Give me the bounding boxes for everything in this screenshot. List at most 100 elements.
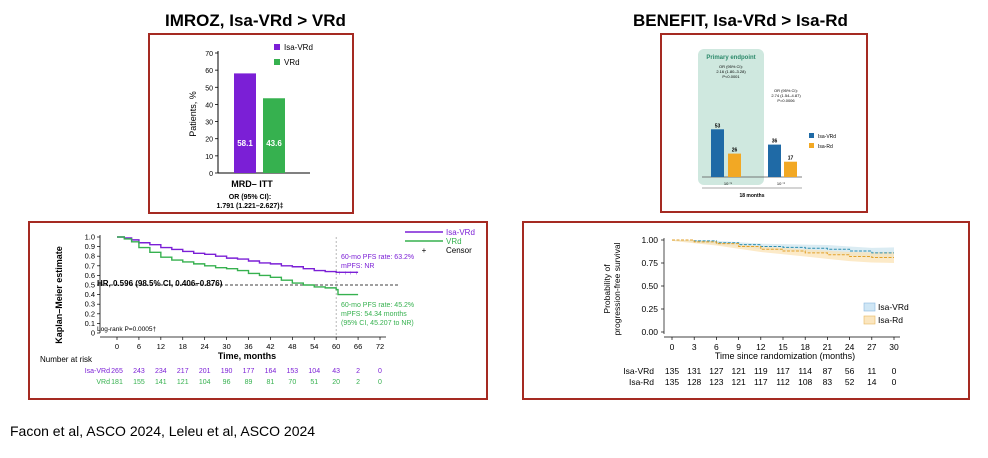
censor-mark: +: [338, 271, 342, 277]
stats-1-line2: 2.16 (1.80–3.28): [716, 69, 746, 74]
risk-value: 56: [845, 366, 855, 376]
legend-isa-label: Isa-VRd: [446, 228, 475, 237]
bar-isa-vrd: [768, 144, 781, 177]
y-tick-label: 70: [205, 51, 213, 58]
x-axis-label: Time since randomization (months): [715, 351, 855, 361]
bar-isa-rd: [784, 161, 797, 177]
x-tick-label: 24: [200, 342, 208, 351]
x-tick-label: 0: [115, 342, 119, 351]
x-tick-label: 18: [800, 342, 810, 352]
x-tick-label: 72: [376, 342, 384, 351]
y-axis-label: Patients, %: [188, 91, 198, 137]
risk-value: 121: [732, 377, 746, 387]
group-label-1: 10⁻⁵: [724, 181, 733, 186]
x-tick-label: 60: [332, 342, 340, 351]
x-tick-label: 12: [756, 342, 766, 352]
stats-1-line1: OR (95% CI):: [719, 64, 743, 69]
bar-value-label: 17: [788, 156, 794, 162]
censor-mark: +: [354, 271, 358, 277]
risk-value: 164: [265, 368, 277, 375]
vrd-mpfs: mPFS: 54.34 months: [341, 311, 407, 318]
risk-value: 265: [111, 368, 123, 375]
x-tick-label: 6: [714, 342, 719, 352]
legend-isard-label: Isa-Rd: [878, 315, 903, 325]
y-tick-label: 0.00: [641, 327, 658, 337]
km-curve-isa-vrd: [117, 236, 359, 274]
risk-value: 127: [709, 366, 723, 376]
risk-value: 114: [798, 366, 812, 376]
y-tick-label: 50: [205, 85, 213, 92]
risk-value: 131: [687, 366, 701, 376]
x-tick-label: 9: [736, 342, 741, 352]
y-tick-label: 0.50: [641, 281, 658, 291]
y-tick-label: 0.9: [85, 242, 95, 251]
left-heading: IMROZ, Isa-VRd > VRd: [165, 11, 346, 30]
y-tick-label: 1.00: [641, 235, 658, 245]
stats-2-line3: P=0.0006: [777, 98, 795, 103]
y-tick-label: 0.7: [85, 261, 95, 270]
y-tick-label: 0.6: [85, 271, 95, 280]
risk-value: 201: [199, 368, 211, 375]
risk-value: 52: [845, 377, 855, 387]
legend-isa-label: Isa-VRd: [878, 302, 909, 312]
citation: Facon et al, ASCO 2024, Leleu et al, ASC…: [10, 423, 315, 439]
group-label-2: 10⁻⁶: [777, 181, 786, 186]
risk-row-label: VRd: [96, 379, 110, 386]
risk-value: 0: [378, 368, 382, 375]
x-tick-label: 18: [179, 342, 187, 351]
imroz-mrd-chart: Patients, % MRD– ITT OR (95% CI): 1.791 …: [188, 43, 313, 210]
x-axis-label: Time, months: [218, 351, 276, 361]
risk-value: 104: [199, 379, 211, 386]
category-label: MRD– ITT: [231, 179, 273, 189]
risk-value: 153: [286, 368, 298, 375]
x-tick-label: 6: [137, 342, 141, 351]
y-tick-label: 1.0: [85, 233, 95, 242]
y-tick-label: 60: [205, 68, 213, 75]
benefit-mrd-panel: Primary endpoint OR (95% CI): 2.16 (1.80…: [660, 33, 868, 213]
y-axis-label-line2: progression-free survival: [612, 242, 622, 335]
y-tick-label: 20: [205, 137, 213, 144]
x-tick-label: 24: [845, 342, 855, 352]
risk-value: 70: [288, 379, 296, 386]
risk-value: 243: [133, 368, 145, 375]
x-tick-label: 27: [867, 342, 877, 352]
bar-value-label: 58.1: [237, 139, 253, 148]
x-tick-label: 0: [670, 342, 675, 352]
censor-mark: +: [344, 271, 348, 277]
vrd-ci: (95% CI, 45.207 to NR): [341, 320, 414, 327]
km-curve-isa-rd: [672, 239, 894, 258]
legend-isa-swatch: [863, 302, 876, 312]
risk-value: 155: [133, 379, 145, 386]
risk-value: 83: [823, 377, 833, 387]
hr-annotation: HR, 0.596 (98.5% CI, 0.406–0.876): [97, 279, 223, 288]
x-tick-label: 36: [244, 342, 252, 351]
risk-value: 135: [665, 377, 679, 387]
stats-2-line2: 2.74 (1.54–4.87): [771, 93, 801, 98]
x-tick-label: 48: [288, 342, 296, 351]
risk-value: 104: [308, 368, 320, 375]
bar-isa-vrd: [234, 73, 256, 173]
benefit-mrd-chart: Primary endpoint OR (95% CI): 2.16 (1.80…: [698, 49, 836, 199]
risk-value: 87: [823, 366, 833, 376]
x-tick-label: 30: [222, 342, 230, 351]
risk-row-label: Isa-VRd: [85, 368, 110, 375]
x-axis-label: 18 months: [739, 193, 764, 199]
risk-row-label: Isa-Rd: [629, 377, 654, 387]
imroz-mrd-panel: Patients, % MRD– ITT OR (95% CI): 1.791 …: [148, 33, 354, 214]
benefit-km-panel: Probability of progression-free survival…: [522, 221, 970, 400]
isa-rate: 60-mo PFS rate: 63.2%: [341, 254, 414, 261]
y-tick-label: 40: [205, 102, 213, 109]
y-tick-label: 0.75: [641, 258, 658, 268]
risk-value: 181: [111, 379, 123, 386]
legend-vrd-label: VRd: [446, 237, 462, 246]
risk-value: 123: [709, 377, 723, 387]
vrd-rate: 60-mo PFS rate: 45.2%: [341, 302, 414, 309]
risk-value: 2: [356, 379, 360, 386]
or-label: OR (95% CI):: [229, 194, 271, 201]
legend-label: Isa-VRd: [284, 43, 313, 52]
risk-value: 177: [243, 368, 255, 375]
y-axis-label: Kaplan–Meier estimate: [54, 246, 64, 344]
stats-2-line1: OR (95% CI):: [774, 88, 798, 93]
bar-isa-rd: [728, 153, 741, 177]
risk-value: 135: [665, 366, 679, 376]
